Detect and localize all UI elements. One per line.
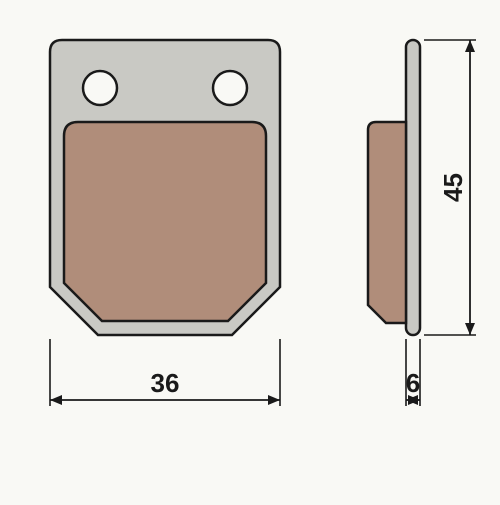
bolt-hole-2	[213, 71, 247, 105]
friction-pad-side	[368, 122, 406, 323]
dimension-height: 45	[438, 173, 468, 202]
dimension-width: 36	[151, 368, 180, 398]
dimension-thickness: 6	[406, 368, 420, 398]
bolt-hole-1	[83, 71, 117, 105]
backing-plate-side	[406, 40, 420, 335]
technical-drawing: 36 6 45	[0, 0, 500, 500]
friction-pad-front	[64, 122, 266, 321]
drawing-svg: 36 6 45	[0, 0, 500, 500]
